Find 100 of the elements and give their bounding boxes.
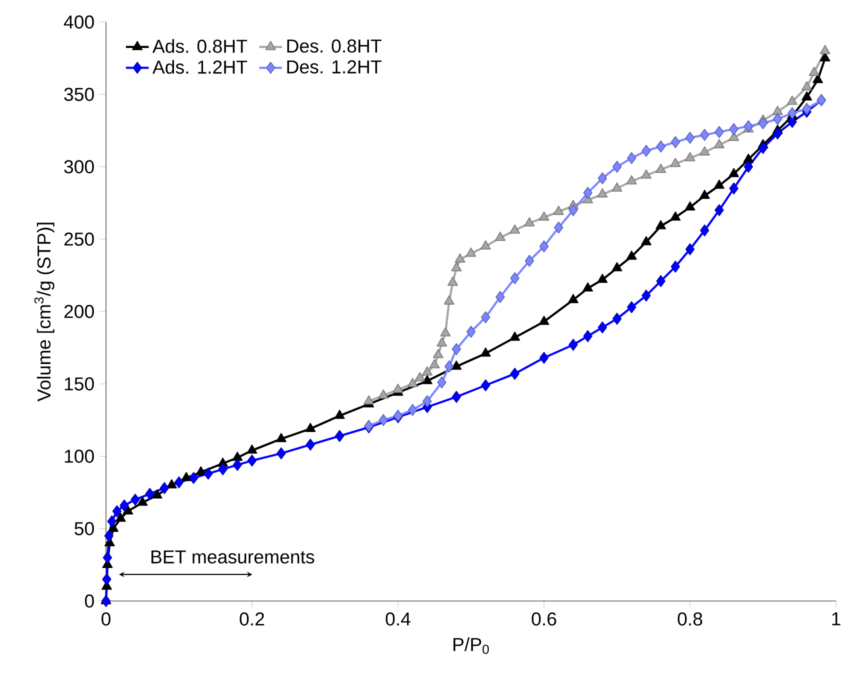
point (378, 389, 389, 399)
point (583, 330, 592, 342)
point (422, 395, 432, 408)
point (510, 272, 520, 284)
point (568, 204, 578, 216)
point (597, 274, 608, 283)
point (440, 327, 451, 336)
y-tick-label: 100 (64, 450, 94, 463)
point (115, 512, 126, 522)
y-tick-label: 400 (64, 15, 94, 29)
point (364, 395, 374, 404)
point (481, 379, 490, 392)
point (612, 312, 622, 325)
point (684, 152, 696, 162)
point (174, 476, 184, 488)
point (429, 359, 440, 368)
x-axis-title: P/P$_{0}$ (454, 637, 489, 654)
point (699, 190, 710, 199)
y-tick-label: 250 (64, 232, 94, 246)
point (627, 152, 636, 164)
point (568, 294, 578, 304)
point (510, 332, 520, 341)
point (444, 295, 454, 305)
y-axis-title: Volume [cm$^{3}$/g (STP)] (34, 222, 54, 402)
point (196, 466, 206, 476)
point (437, 376, 446, 388)
point (102, 552, 112, 564)
point (583, 186, 592, 199)
point (510, 368, 520, 380)
point (160, 482, 169, 494)
point (714, 139, 724, 148)
annotation: BET measurements (151, 550, 314, 564)
legend-label: Des. 0.8HT (287, 39, 382, 53)
point (786, 96, 798, 105)
point (714, 204, 724, 216)
point (554, 222, 564, 234)
point (137, 496, 148, 506)
point (122, 505, 134, 514)
point (656, 140, 666, 152)
point (612, 182, 622, 192)
point (102, 573, 112, 586)
x-tick-label: 1 (832, 612, 840, 626)
point (414, 372, 426, 382)
point (120, 499, 129, 512)
y-tick-label: 150 (64, 377, 94, 390)
x-tick-label: 0.8 (678, 612, 702, 626)
point (684, 201, 696, 210)
point (640, 169, 652, 179)
point (714, 126, 724, 138)
point (582, 282, 594, 292)
point (598, 172, 608, 184)
x-tick-label: 0.2 (240, 612, 264, 626)
x-tick-label: 0 (102, 612, 110, 626)
point (808, 66, 820, 76)
point (496, 291, 505, 304)
point (247, 454, 257, 467)
legend-label: Ads. 0.8HT (152, 39, 248, 53)
y-tick-label: 0 (84, 594, 94, 608)
y-tick-label: 300 (64, 160, 94, 174)
point (626, 175, 637, 184)
point (392, 384, 404, 393)
point (510, 224, 520, 234)
point (656, 275, 666, 288)
point (276, 447, 286, 460)
point (422, 374, 432, 384)
point (685, 132, 695, 144)
point (454, 253, 466, 263)
legend-label: Ads. 1.2HT (152, 60, 248, 74)
point (407, 378, 418, 388)
point (772, 106, 783, 115)
point (539, 352, 549, 364)
point (466, 248, 476, 257)
legend-label: Des. 1.2HT (287, 60, 382, 74)
point (758, 117, 768, 130)
point (670, 158, 681, 168)
point (656, 164, 666, 173)
point (820, 44, 830, 54)
point (744, 120, 754, 132)
point (729, 123, 738, 136)
point (642, 290, 651, 302)
point (773, 127, 782, 140)
point (670, 136, 680, 148)
point (699, 146, 710, 156)
point (306, 438, 316, 451)
point (152, 489, 162, 499)
point (670, 211, 681, 221)
point (788, 107, 797, 120)
point (444, 360, 454, 373)
point (189, 472, 198, 484)
point (568, 338, 578, 351)
point (802, 81, 812, 90)
point (452, 343, 462, 356)
point (597, 188, 608, 198)
point (802, 102, 812, 115)
point (642, 144, 651, 157)
point (305, 422, 316, 432)
y-tick-label: 50 (74, 522, 94, 536)
point (334, 410, 345, 419)
point (744, 160, 754, 173)
point (408, 404, 418, 416)
